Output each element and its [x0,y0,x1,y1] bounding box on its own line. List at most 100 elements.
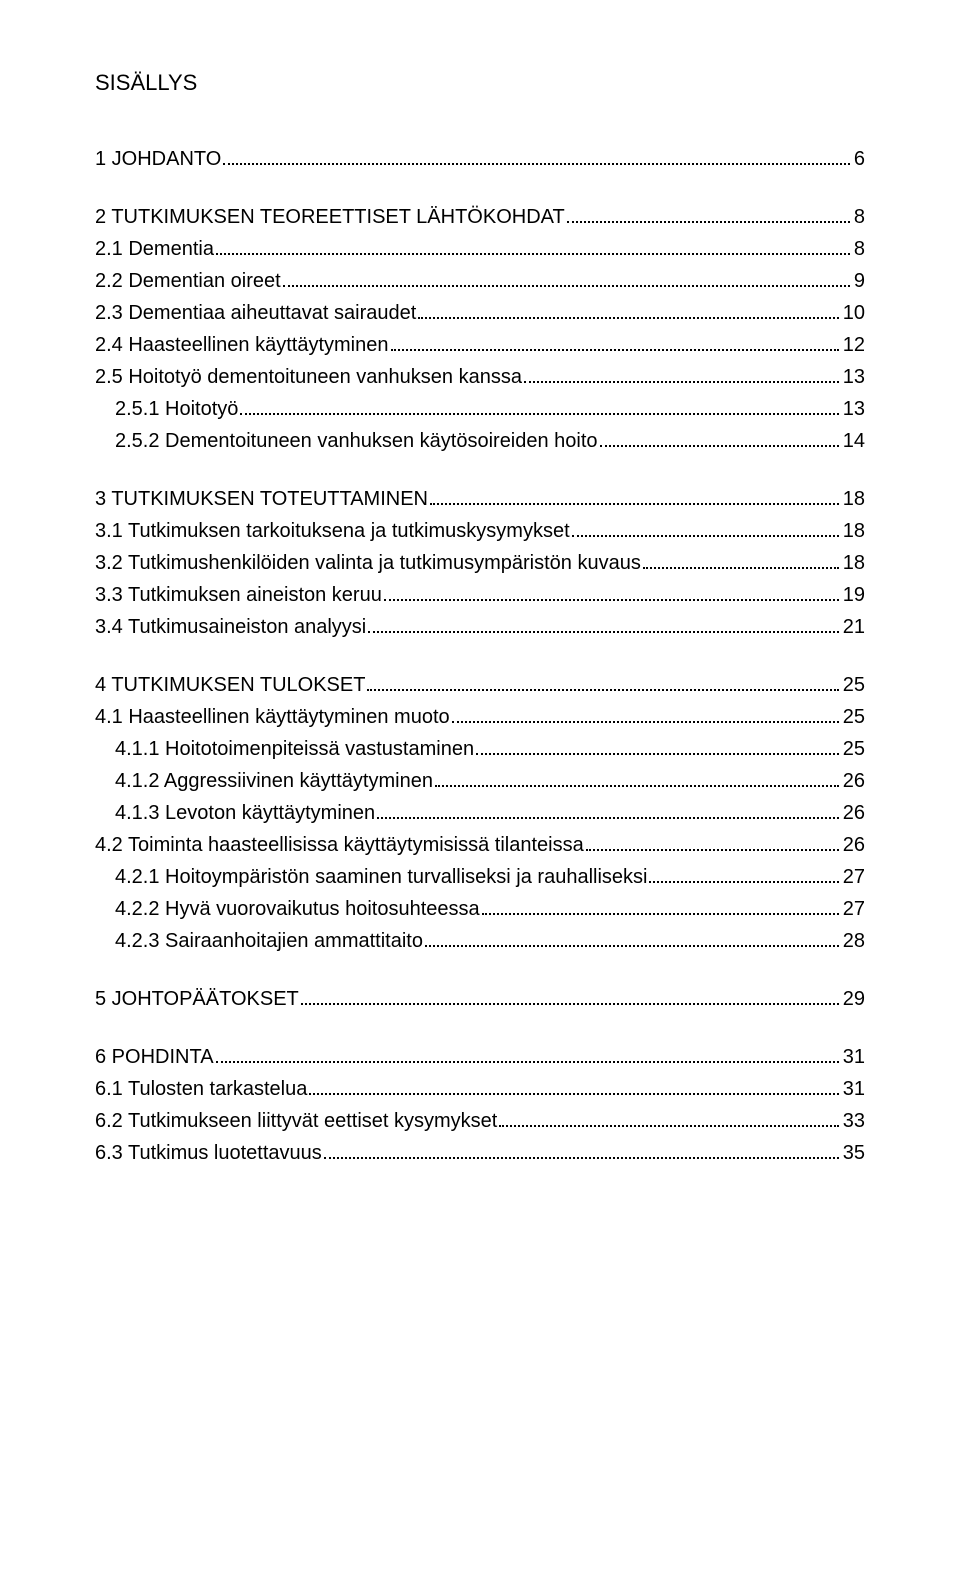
toc-leaders [418,317,838,319]
toc-entry-text: 2.3 Dementiaa aiheuttavat sairaudet [95,298,416,328]
toc-entry: 5 JOHTOPÄÄTOKSET29 [95,984,865,1014]
toc-entry: 6.3 Tutkimus luotettavuus35 [95,1138,865,1168]
toc-entry-text: 1 JOHDANTO [95,144,221,174]
toc-leaders [377,817,839,819]
toc-entry: 2.3 Dementiaa aiheuttavat sairaudet 10 [95,298,865,328]
toc-entry-page: 19 [843,580,865,610]
toc-entry: 3.1 Tutkimuksen tarkoituksena ja tutkimu… [95,516,865,546]
toc-entry-text: 4.2 Toiminta haasteellisissa käyttäytymi… [95,830,584,860]
toc-leaders [476,753,839,755]
toc-entry-text: 4 TUTKIMUKSEN TULOKSET [95,670,365,700]
toc-entry-page: 6 [854,144,865,174]
toc-entry-text: 6 POHDINTA [95,1042,214,1072]
toc-entry-page: 18 [843,516,865,546]
toc-entry-text: 3.2 Tutkimushenkilöiden valinta ja tutki… [95,548,641,578]
toc-entry-page: 18 [843,484,865,514]
toc-leaders [572,535,839,537]
toc-entry: 2 TUTKIMUKSEN TEOREETTISET LÄHTÖKOHDAT 8 [95,202,865,232]
toc-entry: 2.2 Dementian oireet 9 [95,266,865,296]
toc-entry-page: 8 [854,202,865,232]
toc-entry-page: 8 [854,234,865,264]
toc-entry-text: 3.4 Tutkimusaineiston analyysi [95,612,366,642]
toc-entry-page: 25 [843,734,865,764]
toc-entry-page: 12 [843,330,865,360]
page-container: SISÄLLYS 1 JOHDANTO 6 2 TUTKIMUKSEN TEOREE… [0,0,960,1586]
toc-entry: 4.2 Toiminta haasteellisissa käyttäytymi… [95,830,865,860]
toc-leaders [384,599,839,601]
toc-entry-text: 3.1 Tutkimuksen tarkoituksena ja tutkimu… [95,516,570,546]
toc-leaders [216,253,850,255]
toc-leaders [324,1157,839,1159]
toc-leaders [452,721,839,723]
toc-entry-text: 2.1 Dementia [95,234,214,264]
toc-entry-text: 4.2.2 Hyvä vuorovaikutus hoitosuhteessa [115,894,480,924]
toc-entry: 3.2 Tutkimushenkilöiden valinta ja tutki… [95,548,865,578]
toc-entry-page: 31 [843,1074,865,1104]
toc-entry-page: 13 [843,394,865,424]
toc-list: 1 JOHDANTO 6 2 TUTKIMUKSEN TEOREETTISET LÄ… [95,144,865,1168]
toc-entry: 4.2.3 Sairaanhoitajien ammattitaito28 [115,926,865,956]
toc-title: SISÄLLYS [95,70,865,96]
toc-leaders [586,849,839,851]
toc-leaders [425,945,839,947]
toc-entry: 4 TUTKIMUKSEN TULOKSET 25 [95,670,865,700]
toc-entry-page: 9 [854,266,865,296]
toc-entry-text: 3.3 Tutkimuksen aineiston keruu [95,580,382,610]
toc-leaders [435,785,839,787]
toc-leaders [240,413,838,415]
toc-leaders [524,381,839,383]
toc-entry-text: 4.2.3 Sairaanhoitajien ammattitaito [115,926,423,956]
toc-leaders [283,285,850,287]
toc-entry-page: 35 [843,1138,865,1168]
toc-entry-text: 2.2 Dementian oireet [95,266,281,296]
toc-entry-page: 13 [843,362,865,392]
toc-leaders [216,1061,839,1063]
toc-entry-text: 2.5 Hoitotyö dementoituneen vanhuksen ka… [95,362,522,392]
toc-entry-text: 4.2.1 Hoitoympäristön saaminen turvallis… [115,862,647,892]
toc-entry: 1 JOHDANTO 6 [95,144,865,174]
toc-entry-page: 25 [843,670,865,700]
toc-entry: 4.1.1 Hoitotoimenpiteissä vastustaminen2… [115,734,865,764]
toc-entry: 2.5.1 Hoitotyö 13 [115,394,865,424]
toc-entry-page: 27 [843,894,865,924]
toc-entry-text: 3 TUTKIMUKSEN TOTEUTTAMINEN [95,484,428,514]
toc-entry: 2.5.2 Dementoituneen vanhuksen käytösoir… [115,426,865,456]
toc-entry-text: 4.1.2 Aggressiivinen käyttäytyminen [115,766,433,796]
toc-leaders [223,163,850,165]
toc-entry-page: 26 [843,798,865,828]
toc-entry: 4.1.3 Levoton käyttäytyminen 26 [115,798,865,828]
toc-entry: 6 POHDINTA 31 [95,1042,865,1072]
toc-entry-page: 26 [843,830,865,860]
toc-entry: 4.1.2 Aggressiivinen käyttäytyminen26 [115,766,865,796]
toc-entry-page: 27 [843,862,865,892]
toc-entry: 4.1 Haasteellinen käyttäytyminen muoto25 [95,702,865,732]
toc-entry: 2.1 Dementia 8 [95,234,865,264]
toc-entry: 6.1 Tulosten tarkastelua 31 [95,1074,865,1104]
toc-entry-text: 2.5.1 Hoitotyö [115,394,238,424]
toc-entry-page: 18 [843,548,865,578]
toc-entry-text: 5 JOHTOPÄÄTOKSET [95,984,299,1014]
toc-entry-page: 21 [843,612,865,642]
toc-entry-text: 4.1.3 Levoton käyttäytyminen [115,798,375,828]
toc-entry: 6.2 Tutkimukseen liittyvät eettiset kysy… [95,1106,865,1136]
toc-leaders [430,503,839,505]
toc-leaders [649,881,838,883]
toc-entry-text: 6.2 Tutkimukseen liittyvät eettiset kysy… [95,1106,497,1136]
toc-entry-text: 6.1 Tulosten tarkastelua [95,1074,307,1104]
toc-entry: 3.3 Tutkimuksen aineiston keruu 19 [95,580,865,610]
toc-entry-page: 14 [843,426,865,456]
toc-entry: 4.2.2 Hyvä vuorovaikutus hoitosuhteessa 2… [115,894,865,924]
toc-leaders [499,1125,838,1127]
toc-leaders [567,221,850,223]
toc-leaders [600,445,839,447]
toc-entry: 2.5 Hoitotyö dementoituneen vanhuksen ka… [95,362,865,392]
toc-entry: 3.4 Tutkimusaineiston analyysi 21 [95,612,865,642]
toc-leaders [643,567,839,569]
toc-entry-page: 31 [843,1042,865,1072]
toc-entry-text: 2 TUTKIMUKSEN TEOREETTISET LÄHTÖKOHDAT [95,202,565,232]
toc-entry-page: 10 [843,298,865,328]
toc-leaders [309,1093,838,1095]
toc-entry-text: 4.1 Haasteellinen käyttäytyminen muoto [95,702,450,732]
toc-leaders [391,349,839,351]
toc-entry: 3 TUTKIMUKSEN TOTEUTTAMINEN 18 [95,484,865,514]
